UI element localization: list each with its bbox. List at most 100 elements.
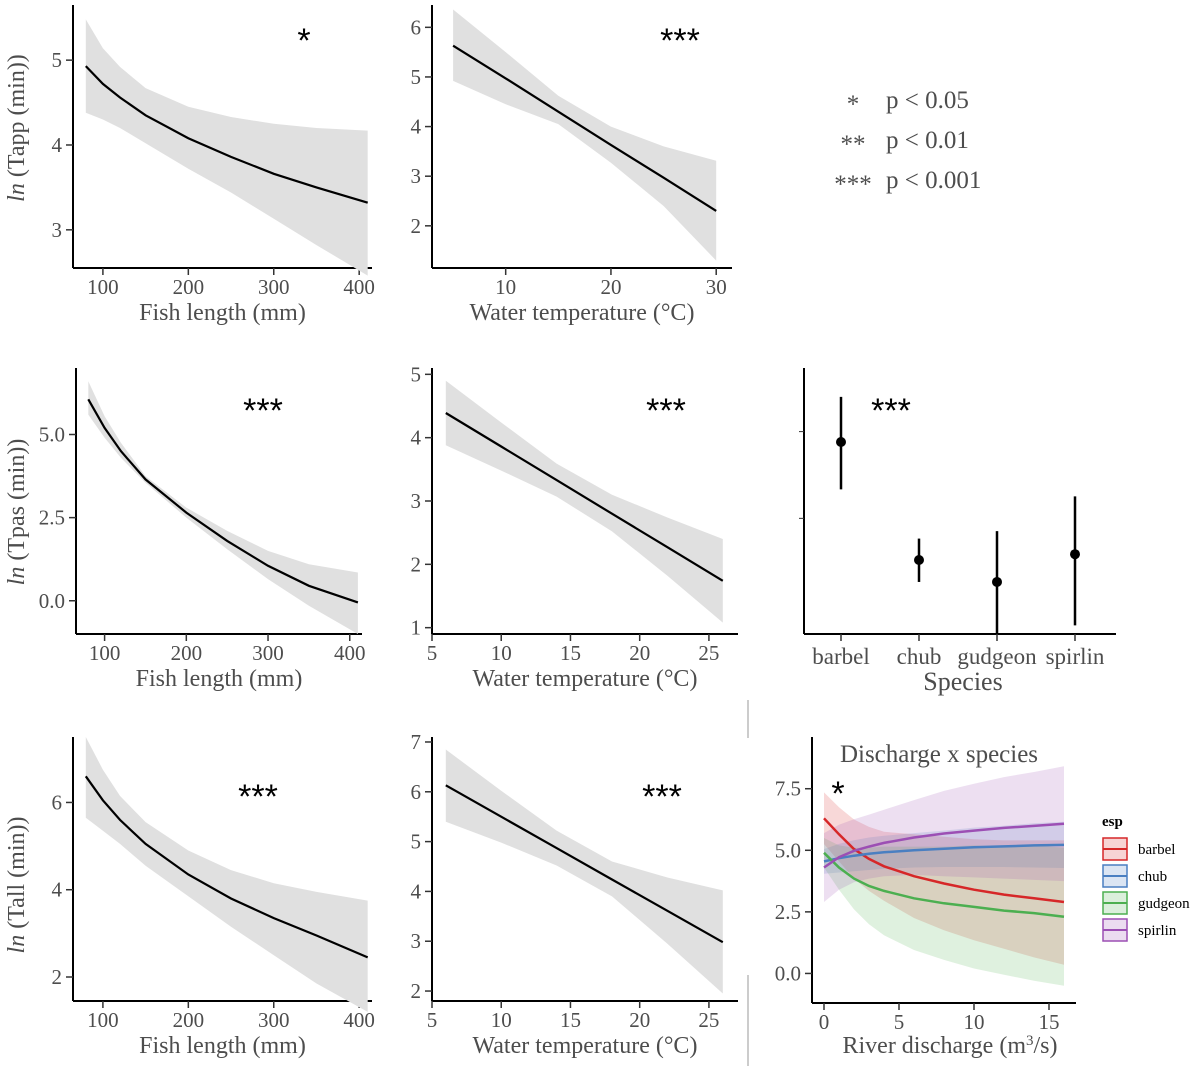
- series-line-spirlin: [823, 822, 1065, 869]
- chart-panel-2: 10 20 30 2 3 4 5 6 Water temperature (°C) ***: [411, 5, 732, 326]
- y-tick-label: 4: [411, 115, 422, 139]
- y-tick-label: 3: [411, 929, 422, 953]
- x-tick-label: 300: [258, 1008, 290, 1032]
- point-spirlin: [1070, 549, 1080, 560]
- y-axis-label: ln (Tall (min)): [4, 817, 30, 954]
- series-line-chub: [823, 843, 1065, 863]
- legend-label-barbel: barbel: [1138, 842, 1175, 858]
- fitted-line: [87, 398, 359, 604]
- y-tick-label: 3: [52, 218, 63, 242]
- x-tick-label-chub: chub: [897, 644, 942, 669]
- y-tick-label: 5.0: [39, 423, 65, 447]
- legend-label-spirlin: spirlin: [1138, 923, 1177, 939]
- x-tick-label: 5: [427, 641, 438, 665]
- x-tick-label: 10: [495, 275, 516, 299]
- x-axis-label: Water temperature (°C): [473, 1033, 698, 1059]
- significance-stars: ***: [238, 778, 278, 816]
- x-axis-label: River discharge (m3/s): [842, 1033, 1057, 1059]
- x-tick-label: 300: [252, 641, 284, 665]
- key-symbol-1: *: [847, 91, 860, 118]
- fitted-line: [84, 775, 369, 959]
- point-barbel: [836, 437, 846, 448]
- y-tick-label: 4: [52, 878, 63, 902]
- y-tick-label: 6: [411, 15, 422, 39]
- x-tick-label: 15: [560, 1008, 581, 1032]
- point-gudgeon: [992, 576, 1002, 587]
- confidence-band: [85, 19, 368, 276]
- significance-stars: ***: [243, 392, 283, 430]
- legend: esp barbel chub gudgeon spirlin: [1102, 814, 1190, 942]
- confidence-band-barbel: [824, 792, 1064, 965]
- y-tick-label: 2.5: [39, 506, 65, 530]
- chart-panel-8: 0 5 10 15 0.0 2.5 5.0 7.5 Discharge x species Riv…: [775, 737, 1190, 1059]
- confidence-band: [445, 380, 723, 623]
- y-tick-label: 4: [411, 879, 422, 903]
- x-axis-label: Water temperature (°C): [473, 666, 698, 692]
- x-tick-label: 100: [87, 1008, 119, 1032]
- y-tick-label: 6: [52, 790, 63, 814]
- x-tick-label: 20: [600, 275, 621, 299]
- point-chub: [914, 554, 924, 565]
- x-tick-label: 10: [491, 1008, 512, 1032]
- significance-stars: *: [831, 775, 844, 813]
- x-tick-label: 200: [171, 641, 203, 665]
- fitted-line: [445, 412, 724, 582]
- significance-stars: *: [297, 22, 310, 60]
- x-tick-label: 300: [258, 275, 290, 299]
- chart-panel-6: 100 200 300 400 2 4 6 Fish length (mm) ln (Tall …: [4, 737, 375, 1059]
- x-tick-label-barbel: barbel: [812, 644, 869, 669]
- x-tick-label: 30: [706, 275, 727, 299]
- key-text-3: p < 0.001: [886, 167, 981, 194]
- key-text-1: p < 0.05: [886, 87, 969, 114]
- x-tick-label: 100: [87, 275, 119, 299]
- significance-stars: ***: [642, 778, 682, 816]
- y-tick-label: 2: [52, 965, 63, 989]
- x-tick-label: 400: [343, 1008, 375, 1032]
- x-tick-label: 200: [173, 1008, 205, 1032]
- key-text-2: p < 0.01: [886, 127, 969, 154]
- y-tick-label: 3: [411, 164, 422, 188]
- x-tick-label: 5: [894, 1010, 905, 1034]
- chart-panel-7: 5 10 15 20 25 2 3 4 5 6 7 Water temperature (°C) ***: [411, 730, 738, 1059]
- key-symbol-3: ***: [834, 171, 872, 198]
- x-tick-label-gudgeon: gudgeon: [957, 644, 1037, 669]
- x-tick-label: 0: [819, 1010, 830, 1034]
- legend-label-gudgeon: gudgeon: [1138, 896, 1190, 912]
- x-tick-label: 400: [343, 275, 375, 299]
- x-tick-label: 25: [698, 1008, 719, 1032]
- significance-stars: ***: [646, 392, 686, 430]
- y-tick-label: 4: [52, 133, 63, 157]
- chart-panel-4: 5 10 15 20 25 1 2 3 4 5 Water temperature (°C) ***: [411, 362, 738, 692]
- y-tick-label: 2: [411, 979, 422, 1003]
- chart-panel-3: 100 200 300 400 0.0 2.5 5.0 Fish length (mm) ln …: [4, 368, 365, 692]
- confidence-band: [85, 737, 368, 1012]
- x-tick-label: 10: [964, 1010, 985, 1034]
- x-tick-label: 20: [629, 1008, 650, 1032]
- fitted-line: [85, 65, 369, 204]
- y-tick-label: 2: [411, 214, 422, 238]
- y-tick-label: 0.0: [775, 961, 801, 985]
- key-symbol-2: **: [841, 131, 866, 158]
- x-axis-label: Fish length (mm): [136, 666, 303, 692]
- x-tick-label: 100: [89, 641, 121, 665]
- y-tick-label: 3: [411, 489, 422, 513]
- y-tick-label: 1: [411, 616, 422, 640]
- x-tick-label: 5: [427, 1008, 438, 1032]
- fitted-line: [452, 44, 717, 212]
- y-tick-label: 5: [411, 65, 422, 89]
- x-tick-label: 20: [629, 641, 650, 665]
- y-axis-label: ln (Tpas (min)): [4, 439, 30, 586]
- x-axis-label: Water temperature (°C): [470, 300, 695, 326]
- x-tick-label: 10: [491, 641, 512, 665]
- fitted-line: [445, 784, 724, 944]
- x-tick-label: 200: [173, 275, 205, 299]
- significance-key: * p < 0.05 ** p < 0.01 *** p < 0.001: [834, 87, 981, 198]
- y-tick-label: 2.5: [775, 900, 801, 924]
- panel-title: Discharge x species: [840, 741, 1038, 768]
- confidence-band-gudgeon: [824, 838, 1064, 986]
- x-axis-label: Fish length (mm): [139, 1033, 306, 1059]
- legend-title: esp: [1102, 814, 1123, 830]
- x-tick-label-spirlin: spirlin: [1046, 644, 1105, 669]
- x-axis-label: Species: [923, 667, 1002, 696]
- y-tick-label: 7: [411, 730, 422, 754]
